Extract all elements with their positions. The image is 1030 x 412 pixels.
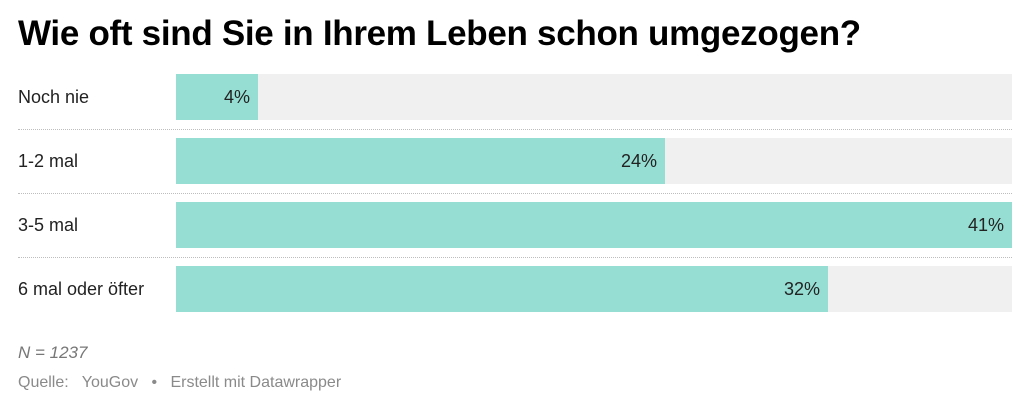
row-divider: [18, 129, 1012, 130]
sample-size-note: N = 1237: [18, 343, 88, 362]
chart-row: 1-2 mal 24%: [0, 138, 1030, 184]
bar-value-label: 24%: [620, 151, 657, 171]
bar: [176, 138, 665, 184]
source-line: Quelle: YouGov • Erstellt mit Datawrappe…: [18, 374, 341, 392]
bar-chart: Noch nie 4% 1-2 mal 24% 3-5 mal 41% 6 mal oder…: [0, 74, 1030, 312]
chart-row: Noch nie 4%: [0, 74, 1030, 120]
row-divider: [18, 193, 1012, 194]
row-divider: [18, 257, 1012, 258]
category-label: Noch nie: [18, 87, 90, 107]
bar-track: 4%: [176, 74, 1012, 120]
bar: [176, 74, 258, 120]
bar-track: 41%: [176, 202, 1012, 248]
chart-title: Wie oft sind Sie in Ihrem Leben schon um…: [18, 14, 861, 53]
bar-value-label: 4%: [223, 87, 250, 107]
category-label: 3-5 mal: [18, 215, 79, 235]
chart-row: 6 mal oder öfter 32%: [0, 266, 1030, 312]
bar: [176, 266, 828, 312]
source-label: Quelle:: [18, 374, 69, 391]
category-label: 1-2 mal: [18, 151, 79, 171]
chart-row: 3-5 mal 41%: [0, 202, 1030, 248]
credit-text: Erstellt mit Datawrapper: [170, 374, 342, 391]
bar: [176, 202, 1012, 248]
bar-value-label: 32%: [783, 279, 820, 299]
separator-dot: •: [151, 374, 158, 391]
bar-track: 32%: [176, 266, 1012, 312]
category-label: 6 mal oder öfter: [18, 279, 145, 299]
source-name: YouGov: [81, 374, 139, 391]
bar-value-label: 41%: [967, 215, 1004, 235]
bar-track: 24%: [176, 138, 1012, 184]
